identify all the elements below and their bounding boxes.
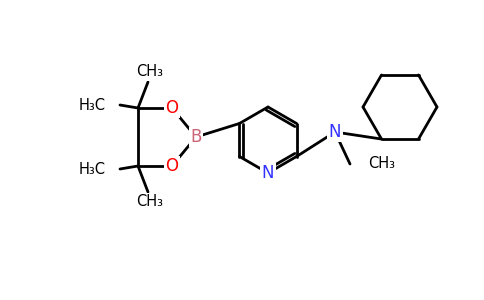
Text: CH₃: CH₃ [136, 64, 164, 80]
Text: CH₃: CH₃ [368, 157, 395, 172]
Text: CH₃: CH₃ [136, 194, 164, 209]
Text: N: N [262, 164, 274, 182]
Text: H₃C: H₃C [79, 161, 106, 176]
Text: O: O [166, 157, 179, 175]
Text: N: N [329, 123, 341, 141]
Text: H₃C: H₃C [79, 98, 106, 112]
Text: B: B [190, 128, 202, 146]
Text: O: O [166, 99, 179, 117]
